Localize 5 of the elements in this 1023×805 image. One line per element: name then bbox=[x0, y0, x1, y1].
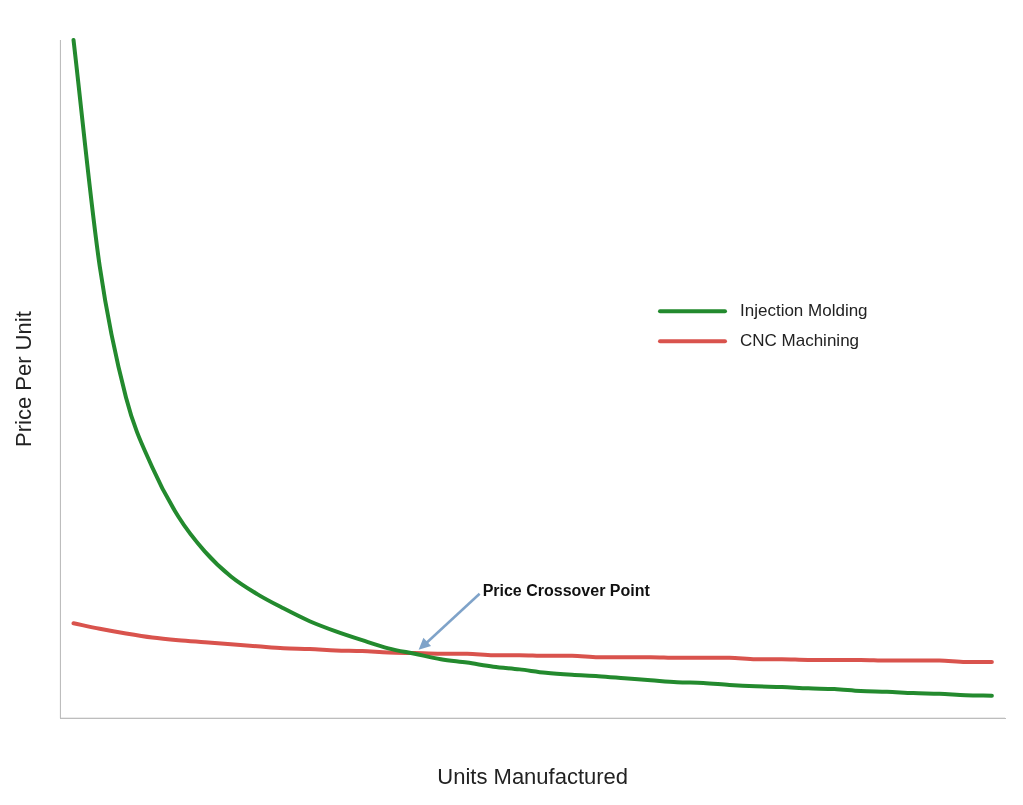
legend-label: CNC Machining bbox=[740, 330, 860, 350]
legend-label: Injection Molding bbox=[740, 300, 868, 320]
annotation: Price Crossover Point bbox=[482, 582, 651, 600]
y-axis-title: Price Per Unit bbox=[11, 311, 37, 447]
x-axis-title: Units Manufactured bbox=[437, 763, 629, 789]
